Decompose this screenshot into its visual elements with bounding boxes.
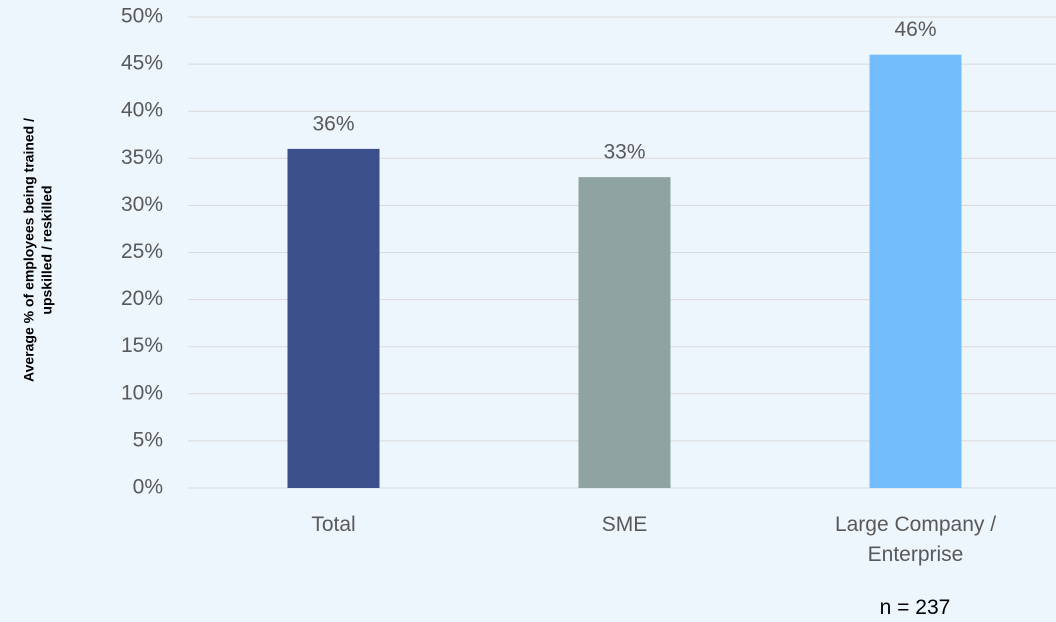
y-tick-label: 5% (133, 428, 163, 451)
y-tick-label: 0% (133, 476, 163, 499)
y-tick-label: 25% (121, 240, 163, 263)
y-axis-title-line: upskilled / reskilled (39, 185, 55, 314)
sample-size-note: n = 237 (800, 596, 1030, 620)
bar (579, 177, 671, 488)
y-tick-label: 10% (121, 381, 163, 404)
bar (288, 149, 380, 488)
y-tick-label: 35% (121, 146, 163, 169)
x-tick-label: Large Company / Enterprise (796, 510, 1036, 570)
data-label: 36% (312, 112, 354, 135)
y-tick-label: 50% (121, 5, 163, 28)
y-axis-title-line: Average % of employees being trained / (21, 118, 37, 382)
y-tick-label: 40% (121, 99, 163, 122)
y-tick-label: 30% (121, 193, 163, 216)
y-axis-title: Average % of employees being trained / u… (21, 118, 55, 382)
x-tick-label: SME (495, 510, 755, 540)
x-tick-label: Total (204, 510, 464, 540)
y-tick-label: 15% (121, 334, 163, 357)
y-tick-label: 45% (121, 52, 163, 75)
y-tick-label: 20% (121, 287, 163, 310)
bar (870, 55, 962, 488)
data-label: 33% (603, 141, 645, 164)
chart: Average % of employees being trained / u… (0, 0, 1056, 622)
data-label: 46% (894, 18, 936, 41)
